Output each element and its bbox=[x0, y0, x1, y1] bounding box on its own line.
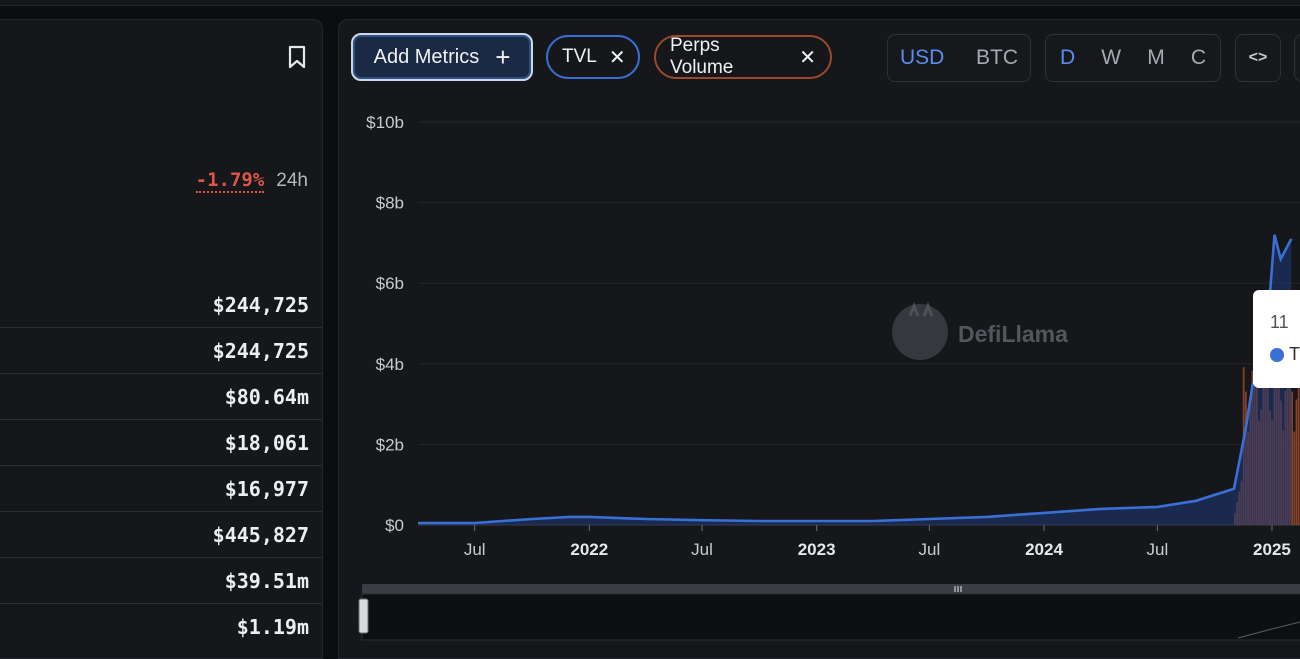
chip-label: Perps Volume bbox=[670, 35, 787, 79]
metric-value: $244,725 bbox=[213, 339, 309, 363]
change-period: 24h bbox=[276, 170, 308, 192]
tvl-dot-icon bbox=[1270, 348, 1284, 362]
embed-button[interactable]: <> bbox=[1235, 34, 1281, 82]
perps-volume-bar bbox=[1291, 392, 1293, 525]
chart-tooltip: 11 T bbox=[1253, 290, 1300, 388]
tvl-series bbox=[418, 235, 1291, 525]
code-icon: <> bbox=[1249, 49, 1268, 67]
x-axis: Jul 2022 Jul 2023 Jul 2024 Jul 2025 bbox=[418, 525, 1300, 559]
interval-daily[interactable]: D bbox=[1060, 46, 1075, 70]
llama-logo-icon bbox=[892, 304, 948, 360]
protocol-summary-panel: -1.79% 24h $244,725 $244,725 $80.64m $18… bbox=[0, 19, 323, 659]
x-tick-label: Jul bbox=[691, 540, 713, 559]
tvl-area bbox=[418, 235, 1291, 525]
chip-label: TVL bbox=[562, 46, 597, 68]
perps-volume-bar bbox=[1296, 400, 1298, 525]
metric-row: $39.51m bbox=[0, 558, 322, 604]
add-metrics-button[interactable]: Add Metrics + bbox=[351, 33, 533, 81]
metrics-list: $244,725 $244,725 $80.64m $18,061 $16,97… bbox=[0, 282, 322, 650]
y-tick-label: $6b bbox=[376, 274, 404, 293]
slider-track bbox=[362, 584, 1300, 594]
price-change: -1.79% 24h bbox=[196, 169, 308, 193]
y-axis: $0 $2b $4b $6b $8b $10b bbox=[366, 113, 404, 535]
perps-volume-bar bbox=[1293, 432, 1295, 525]
slider-left-handle[interactable] bbox=[359, 599, 368, 633]
metric-value: $39.51m bbox=[225, 569, 309, 593]
y-tick-label: $4b bbox=[376, 355, 404, 374]
close-icon[interactable]: ✕ bbox=[799, 45, 816, 70]
metric-chip-tvl[interactable]: TVL ✕ bbox=[546, 35, 640, 79]
metric-value: $445,827 bbox=[213, 523, 309, 547]
metric-value: $18,061 bbox=[225, 431, 309, 455]
metric-row: $1.19m bbox=[0, 604, 322, 650]
x-tick-label: 2023 bbox=[798, 540, 836, 559]
watermark: DefiLlama bbox=[892, 304, 1068, 360]
tvl-line bbox=[418, 235, 1291, 523]
metric-value: $80.64m bbox=[225, 385, 309, 409]
metric-value: $1.19m bbox=[237, 615, 309, 639]
y-tick-label: $10b bbox=[366, 113, 404, 132]
tooltip-series-label: T bbox=[1289, 344, 1300, 365]
currency-usd[interactable]: USD bbox=[900, 46, 944, 70]
x-tick-label: Jul bbox=[464, 540, 486, 559]
y-tick-label: $0 bbox=[385, 516, 404, 535]
currency-toggle: USD BTC bbox=[887, 34, 1031, 82]
metric-row: $445,827 bbox=[0, 512, 322, 558]
change-value[interactable]: -1.79% bbox=[196, 169, 265, 193]
close-icon[interactable]: ✕ bbox=[609, 45, 626, 70]
interval-weekly[interactable]: W bbox=[1101, 46, 1121, 70]
metric-value: $16,977 bbox=[225, 477, 309, 501]
chart-grid bbox=[418, 122, 1300, 525]
toolbar-extra-button[interactable] bbox=[1294, 34, 1300, 82]
bookmark-icon[interactable] bbox=[286, 44, 308, 70]
x-tick-label: 2022 bbox=[570, 540, 608, 559]
currency-btc[interactable]: BTC bbox=[976, 46, 1018, 70]
metric-value: $244,725 bbox=[213, 293, 309, 317]
metric-row: $18,061 bbox=[0, 420, 322, 466]
x-tick-label: Jul bbox=[919, 540, 941, 559]
metric-row: $244,725 bbox=[0, 282, 322, 328]
metric-row: $244,725 bbox=[0, 328, 322, 374]
tvl-chart[interactable]: $0 $2b $4b $6b $8b $10b Jul 2022 Jul 2023 Jul 2024… bbox=[338, 100, 1300, 650]
watermark-text: DefiLlama bbox=[958, 321, 1068, 347]
y-tick-label: $8b bbox=[376, 194, 404, 213]
range-slider bbox=[359, 584, 1300, 640]
interval-monthly[interactable]: M bbox=[1147, 46, 1165, 70]
perps-volume-bar bbox=[1298, 371, 1300, 525]
tooltip-date: 11 bbox=[1270, 312, 1289, 333]
metric-row: $16,977 bbox=[0, 466, 322, 512]
y-tick-label: $2b bbox=[376, 435, 404, 454]
add-metrics-label: Add Metrics bbox=[374, 46, 480, 69]
interval-cumulative[interactable]: C bbox=[1191, 46, 1206, 70]
plus-icon: + bbox=[495, 44, 510, 70]
x-tick-label: 2024 bbox=[1025, 540, 1063, 559]
slider-preview bbox=[362, 594, 1300, 640]
metric-chip-perps-volume[interactable]: Perps Volume ✕ bbox=[654, 35, 832, 79]
x-tick-label: Jul bbox=[1146, 540, 1168, 559]
metric-row: $80.64m bbox=[0, 374, 322, 420]
x-tick-label: 2025 bbox=[1253, 540, 1291, 559]
top-bar bbox=[0, 0, 1300, 6]
interval-toggle: D W M C bbox=[1045, 34, 1221, 82]
